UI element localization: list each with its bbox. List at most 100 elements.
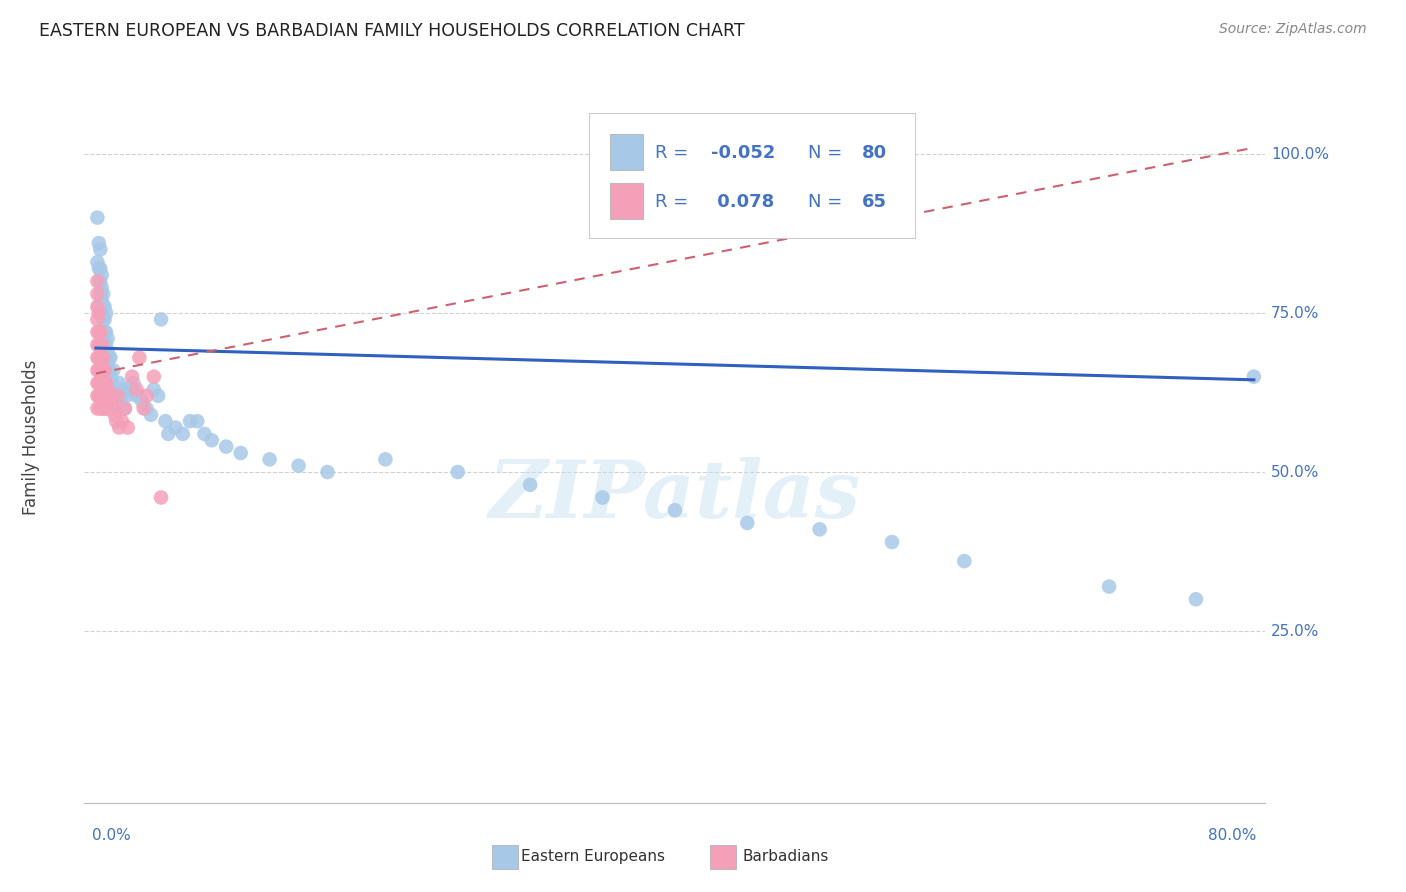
Point [108, 376, 131, 390]
Point [157, 426, 180, 441]
Point [89, 351, 111, 365]
Text: R =: R = [655, 144, 693, 161]
Point [86, 376, 108, 390]
Point [87, 236, 110, 251]
Point [89, 325, 111, 339]
Point [104, 389, 127, 403]
Point [93, 300, 115, 314]
Point [91, 401, 114, 416]
Point [91, 312, 114, 326]
Point [86, 389, 108, 403]
Point [735, 516, 758, 530]
Point [179, 414, 201, 428]
Point [229, 446, 252, 460]
Point [93, 338, 115, 352]
Point [374, 452, 396, 467]
Text: N =: N = [808, 193, 848, 211]
Point [87, 325, 110, 339]
Point [91, 389, 114, 403]
Point [90, 306, 112, 320]
Point [107, 383, 129, 397]
Point [121, 369, 143, 384]
Point [103, 383, 125, 397]
Point [880, 535, 903, 549]
Point [94, 389, 117, 403]
Point [953, 554, 976, 568]
Point [117, 383, 139, 397]
Point [108, 420, 131, 434]
Point [139, 408, 162, 422]
Point [155, 414, 177, 428]
Point [89, 401, 111, 416]
Point [100, 351, 122, 365]
Point [100, 389, 122, 403]
Point [90, 280, 112, 294]
Point [148, 389, 170, 403]
Text: 75.0%: 75.0% [1271, 306, 1320, 320]
Point [316, 465, 339, 479]
Point [89, 274, 111, 288]
Point [91, 351, 114, 365]
Point [101, 376, 124, 390]
Point [87, 351, 110, 365]
Point [135, 389, 157, 403]
Point [122, 376, 145, 390]
Bar [492, 846, 517, 869]
Point [287, 458, 309, 473]
Point [193, 426, 215, 441]
Text: 0.078: 0.078 [711, 193, 775, 211]
Point [100, 401, 122, 416]
Point [112, 383, 135, 397]
Point [115, 389, 138, 403]
Point [172, 426, 194, 441]
Point [89, 376, 111, 390]
Point [165, 420, 187, 434]
Point [131, 395, 153, 409]
Point [86, 325, 108, 339]
Point [100, 369, 122, 384]
Point [104, 408, 127, 422]
Point [94, 306, 117, 320]
Point [89, 287, 111, 301]
Point [105, 414, 128, 428]
Point [96, 344, 118, 359]
Point [664, 503, 686, 517]
Point [98, 401, 120, 416]
Text: -0.052: -0.052 [711, 144, 776, 161]
Point [98, 389, 120, 403]
Point [111, 389, 134, 403]
Point [91, 363, 114, 377]
Point [87, 261, 110, 276]
Point [117, 420, 139, 434]
Point [142, 369, 165, 384]
Text: 50.0%: 50.0% [1271, 465, 1320, 480]
Point [111, 414, 134, 428]
Text: Eastern Europeans: Eastern Europeans [522, 849, 665, 864]
Point [103, 401, 125, 416]
Point [94, 401, 117, 416]
Point [90, 338, 112, 352]
Point [114, 401, 136, 416]
Point [135, 401, 157, 416]
Point [91, 287, 114, 301]
Point [94, 351, 117, 365]
Point [86, 338, 108, 352]
Point [519, 477, 541, 491]
Point [132, 401, 155, 416]
Bar [610, 134, 643, 170]
Point [89, 243, 111, 257]
Point [87, 300, 110, 314]
Point [94, 338, 117, 352]
FancyBboxPatch shape [589, 113, 915, 238]
Point [86, 274, 108, 288]
Text: EASTERN EUROPEAN VS BARBADIAN FAMILY HOUSEHOLDS CORRELATION CHART: EASTERN EUROPEAN VS BARBADIAN FAMILY HOU… [39, 22, 745, 40]
Point [1243, 369, 1265, 384]
Bar [710, 846, 737, 869]
Point [86, 287, 108, 301]
Point [259, 452, 281, 467]
Text: 80.0%: 80.0% [1208, 829, 1257, 843]
Point [103, 363, 125, 377]
Point [94, 325, 117, 339]
Point [87, 376, 110, 390]
Point [150, 312, 173, 326]
